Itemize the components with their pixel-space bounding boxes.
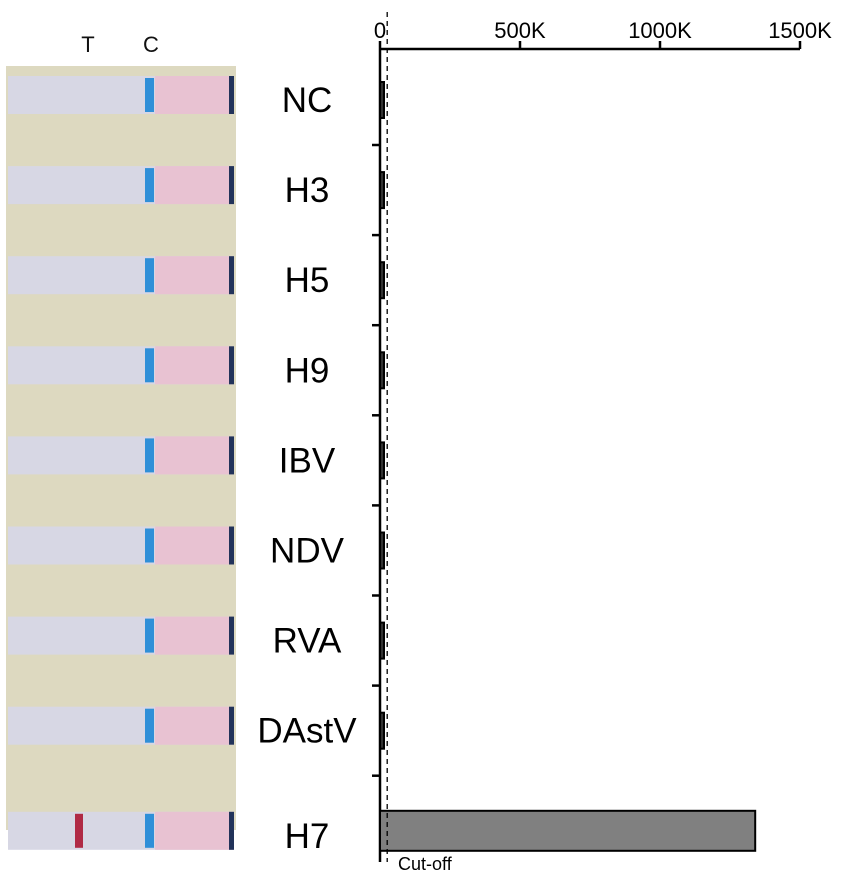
test-line-band xyxy=(75,813,83,848)
bar-chart: 0 500K 1000K 1500K Cut-off xyxy=(372,12,832,874)
control-line-band xyxy=(145,168,154,203)
test-strip xyxy=(8,166,234,205)
test-strip xyxy=(8,526,234,565)
sample-label: IBV xyxy=(279,441,336,480)
test-strip xyxy=(8,616,234,655)
strip-end-edge xyxy=(229,811,234,850)
control-line-band xyxy=(145,348,154,383)
strip-end-edge xyxy=(229,436,234,475)
strip-end-edge xyxy=(229,706,234,745)
strip-sample-pad xyxy=(155,256,233,295)
sample-labels: NC H3 H5 H9 IBV NDV RVA DAstV H7 xyxy=(257,81,357,856)
y-axis-ticks xyxy=(372,143,380,777)
sample-label: NDV xyxy=(270,532,345,571)
control-line-label: C xyxy=(143,32,159,57)
strip-end-edge xyxy=(229,616,234,655)
control-line-band xyxy=(145,618,154,653)
sample-label: H5 xyxy=(285,261,330,300)
strip-end-edge xyxy=(229,256,234,295)
bar xyxy=(379,81,385,119)
control-line-band xyxy=(145,78,154,112)
bar xyxy=(379,531,385,570)
bar xyxy=(379,621,385,660)
control-line-band xyxy=(145,528,154,563)
strip-sample-pad xyxy=(155,166,233,205)
x-tick-label: 0 xyxy=(374,18,386,43)
x-tick-label: 1000K xyxy=(628,18,692,43)
bars xyxy=(379,81,757,852)
test-strip xyxy=(8,256,234,295)
sample-label: H9 xyxy=(285,351,330,390)
bar xyxy=(379,809,757,852)
strip-sample-pad xyxy=(155,526,233,565)
cutoff-label: Cut-off xyxy=(398,854,453,874)
control-line-band xyxy=(145,258,154,293)
sample-label: RVA xyxy=(273,622,342,661)
x-tick-label: 500K xyxy=(494,18,546,43)
test-strip xyxy=(8,436,234,475)
strip-sample-pad xyxy=(155,346,233,385)
control-line-band xyxy=(145,813,154,848)
strip-end-edge xyxy=(229,346,234,385)
bar xyxy=(379,171,385,210)
bar xyxy=(379,261,385,300)
test-strip xyxy=(8,706,234,745)
test-strip xyxy=(8,346,234,385)
control-line-band xyxy=(145,438,154,473)
sample-label: DAstV xyxy=(257,712,357,751)
strip-end-edge xyxy=(229,526,234,565)
test-strip xyxy=(8,76,234,114)
strip-sample-pad xyxy=(155,436,233,475)
sample-label: H3 xyxy=(285,171,330,210)
x-axis-ticks: 0 500K 1000K 1500K xyxy=(374,18,832,49)
strip-sample-pad xyxy=(155,616,233,655)
strip-end-edge xyxy=(229,166,234,205)
x-tick-label: 1500K xyxy=(768,18,832,43)
bar xyxy=(379,441,385,480)
strip-sample-pad xyxy=(155,811,233,850)
strip-sample-pad xyxy=(155,76,233,114)
test-strip xyxy=(8,811,234,850)
bar xyxy=(379,351,385,390)
strip-sample-pad xyxy=(155,706,233,745)
test-strips xyxy=(8,76,234,850)
bar xyxy=(379,711,385,750)
strip-end-edge xyxy=(229,76,234,114)
test-line-label: T xyxy=(81,32,94,57)
control-line-band xyxy=(145,708,154,743)
sample-label: NC xyxy=(282,81,333,120)
sample-label: H7 xyxy=(285,817,330,856)
